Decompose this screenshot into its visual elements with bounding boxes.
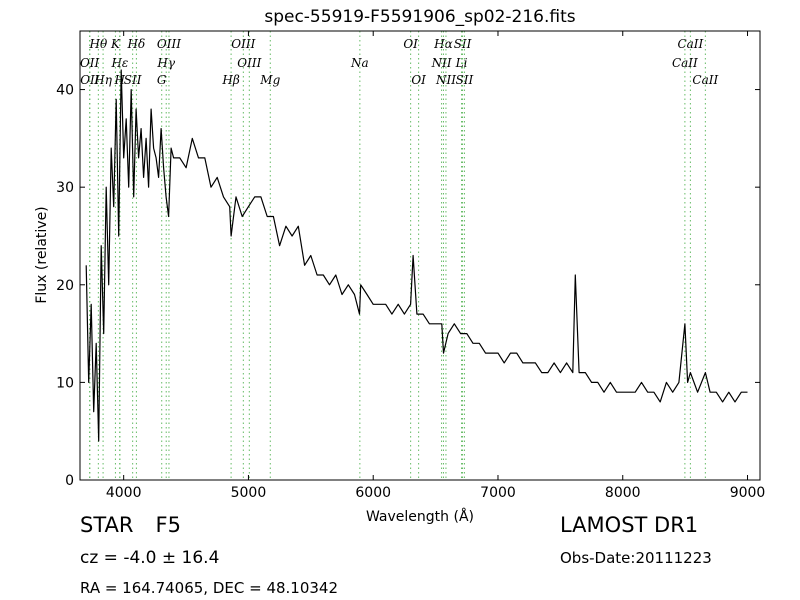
y-tick-label: 40 — [56, 83, 74, 99]
y-axis: 0 10 20 30 40 — [56, 83, 760, 489]
marker-label: OIII — [237, 56, 261, 70]
obs-date-label: Obs-Date:20111223 — [560, 549, 712, 567]
marker-label: SII — [124, 73, 142, 87]
class-label: STAR — [80, 513, 134, 537]
marker-label: CaII — [677, 37, 703, 51]
marker-label: Na — [350, 56, 369, 70]
radec-label: RA = 164.74065, DEC = 48.10342 — [80, 579, 339, 597]
y-axis-label: Flux (relative) — [34, 206, 50, 303]
marker-label: OI — [411, 73, 426, 87]
x-tick-label: 8000 — [605, 485, 641, 501]
marker-label: Hα — [433, 37, 453, 51]
y-tick-label: 30 — [56, 180, 74, 196]
x-tick-label: 9000 — [730, 485, 766, 501]
marker-label: Mg — [259, 73, 280, 87]
x-tick-label: 7000 — [480, 485, 516, 501]
object-class: STAR F5 — [80, 513, 181, 537]
marker-label: H — [113, 73, 125, 87]
x-tick-label: 5000 — [231, 485, 267, 501]
marker-label: Hη — [93, 73, 112, 87]
marker-label: G — [157, 73, 167, 87]
marker-label: K — [110, 37, 121, 51]
marker-label: Hβ — [221, 73, 239, 87]
marker-label: Hγ — [156, 56, 175, 70]
y-tick-label: 20 — [56, 278, 74, 294]
marker-label: OIII — [157, 37, 181, 51]
x-axis-label: Wavelength (Å) — [366, 508, 474, 525]
redshift-label: cz = -4.0 ± 16.4 — [80, 548, 220, 568]
spectrum-line — [85, 69, 748, 442]
chart-title: spec-55919-F5591906_sp02-216.fits — [264, 7, 575, 27]
marker-label: OIII — [231, 37, 255, 51]
marker-label: OII — [80, 73, 100, 87]
marker-label: OI — [403, 37, 418, 51]
marker-label: Li — [455, 56, 468, 70]
marker-label: NII — [431, 56, 452, 70]
survey-label: LAMOST DR1 — [560, 513, 699, 537]
y-tick-label: 10 — [56, 375, 74, 391]
marker-label: CaII — [672, 56, 698, 70]
x-tick-label: 6000 — [355, 485, 391, 501]
y-tick-label: 0 — [65, 473, 74, 489]
plot-frame — [79, 30, 761, 481]
x-axis: 4000 5000 6000 7000 8000 9000 — [106, 31, 765, 501]
marker-label: CaII — [692, 73, 718, 87]
subclass-label: F5 — [155, 513, 181, 537]
marker-label: Hδ — [127, 37, 146, 51]
x-tick-label: 4000 — [106, 485, 142, 501]
marker-label: SII — [456, 73, 474, 87]
marker-label: NII — [435, 73, 456, 87]
marker-label: SII — [454, 37, 472, 51]
marker-label: Hθ — [88, 37, 107, 51]
spectrum-series — [85, 69, 748, 442]
